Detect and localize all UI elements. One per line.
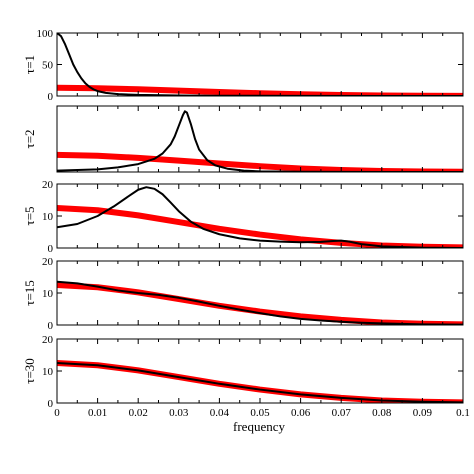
x-tick-label: 0.02 [129,407,148,419]
x-tick-label: 0.06 [291,407,311,419]
x-tick-label: 0.04 [210,407,230,419]
y-tick-label-panel-5: 20 [42,334,54,346]
panel-2: τ=2 [22,105,464,173]
y-tick-label-panel-4: 20 [42,256,54,268]
panel-4: 0 10 20 τ=15 [22,256,464,332]
panel-label-4: τ=15 [22,280,37,306]
x-tick-label: 0.09 [413,407,433,419]
panel-frame-2 [56,105,464,173]
y-tick-label-panel-4: 10 [42,288,54,300]
panel-1: 0 50 100 τ=1 [22,28,464,103]
black-series-line-panel-2 [57,110,463,172]
x-tick-label: 0.07 [332,407,352,419]
panel-label-2: τ=2 [22,129,37,148]
y-tick-label-panel-1: 50 [42,60,54,72]
x-tick-label: 0.01 [88,407,107,419]
y-tick-label-panel-4: 0 [48,320,54,332]
panel-label-3: τ=5 [22,206,37,225]
x-tick-label: 0 [54,407,60,419]
panel-3: 0 10 20 τ=5 [22,179,464,255]
x-axis-title: frequency [233,419,285,434]
red-series-line-panel-5 [57,360,463,403]
y-tick-label-panel-3: 20 [42,179,54,191]
x-tick-label: 0.03 [169,407,189,419]
y-tick-label-panel-1: 100 [37,28,54,40]
panel-frame-4 [56,260,464,326]
y-tick-label-panel-3: 10 [42,211,54,223]
x-tick-label: 0.05 [250,407,270,419]
x-tick-label: 0.08 [372,407,392,419]
y-tick-label-panel-5: 0 [48,398,54,410]
black-series-line-panel-3 [57,186,463,248]
panel-frame-5 [56,338,464,404]
y-tick-label-panel-1: 0 [48,91,54,103]
y-tick-label-panel-3: 0 [48,243,54,255]
y-tick-label-panel-5: 10 [42,366,54,378]
panel-label-1: τ=1 [22,55,37,74]
x-tick-label: 0.1 [456,407,470,419]
panel-label-5: τ=30 [22,358,37,384]
panel-5: 0 10 20 τ=30 0 0.01 0.02 0.03 0.04 0.05 0.06 0.07 0.… [22,334,470,419]
panel-frame-3 [56,183,464,249]
black-series-line-panel-5 [57,362,463,403]
